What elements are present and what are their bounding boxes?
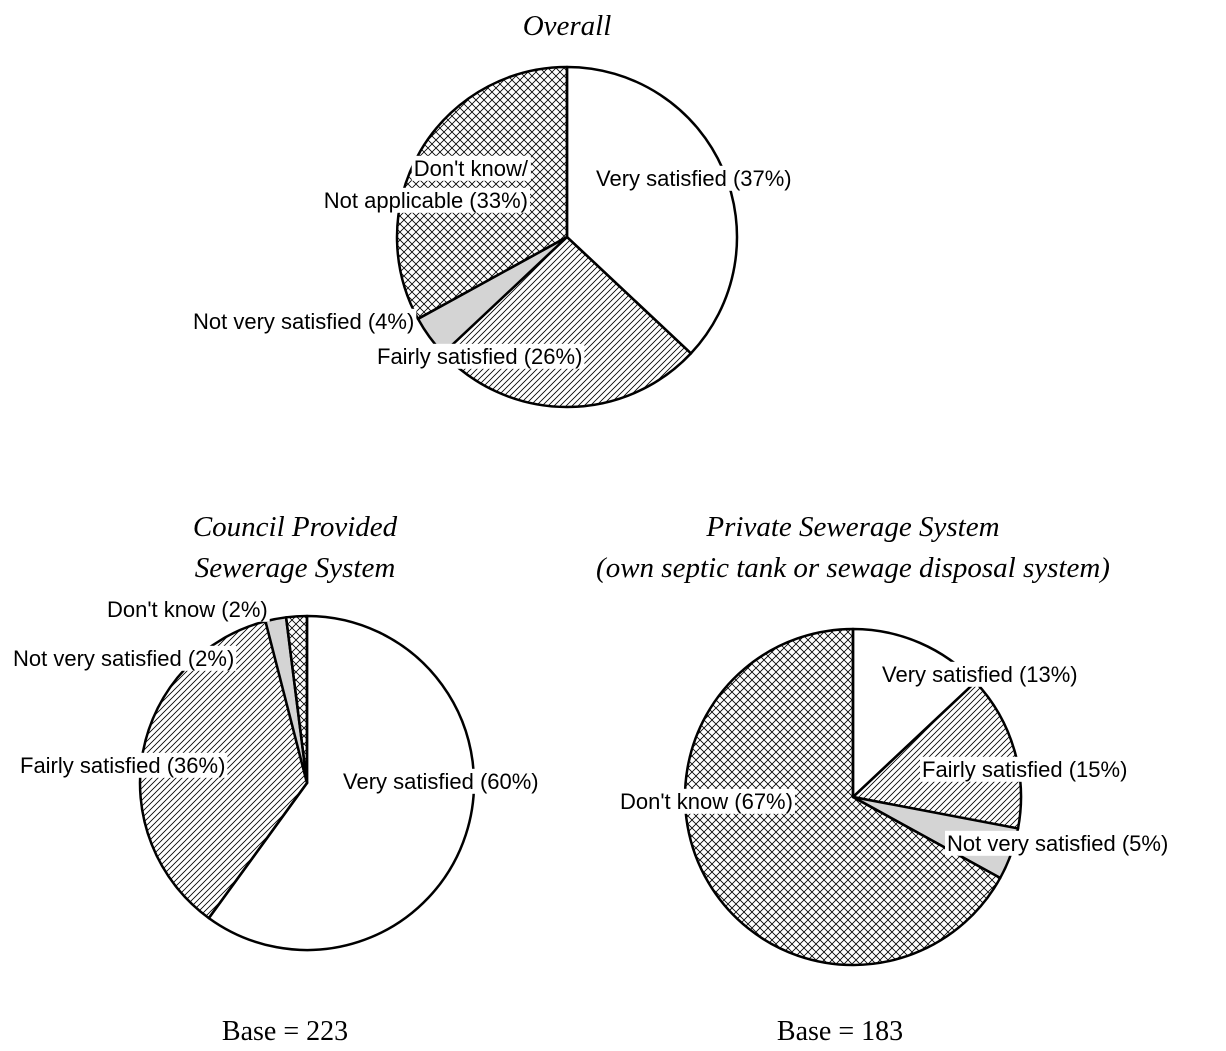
slice-label: Not very satisfied (5%) [947,831,1168,856]
slice-label: Very satisfied (37%) [596,166,792,191]
slice-label: Fairly satisfied (15%) [922,757,1127,782]
label-background [880,661,1080,687]
base-note: Base = 223 [222,1016,348,1047]
label-background [945,830,1171,856]
slice-label: Fairly satisfied (36%) [20,753,225,778]
slice-label-group: Fairly satisfied (36%) [18,752,228,778]
label-background [321,187,530,213]
label-background [341,768,541,794]
slice-label: Not very satisfied (4%) [193,309,414,334]
chart-title: (own septic tank or sewage disposal syst… [596,552,1110,584]
slice-label-group: Very satisfied (13%) [880,661,1080,687]
slice-label: Not very satisfied (2%) [13,646,234,671]
chart-title: Overall [523,10,612,42]
slice-label-group: Don't know (67%) [618,788,795,814]
label-background [105,596,270,622]
label-background [18,752,228,778]
chart-title: Sewerage System [195,552,396,584]
pie-slice [851,680,1023,830]
slice-label: Not applicable (33%) [324,188,528,213]
pie-slice [284,614,309,785]
slice-label-group: Don't know (2%) [105,596,270,622]
label-background [11,645,237,671]
label-background [411,155,531,181]
slice-label-group: Fairly satisfied (15%) [920,756,1130,782]
label-background [594,165,794,191]
slice-label-group: Not very satisfied (5%) [945,830,1171,856]
slice-label-group: Fairly satisfied (26%) [375,343,585,369]
slice-label-group: Not very satisfied (4%) [191,308,417,334]
slice-label-group: Very satisfied (60%) [341,768,541,794]
slice-label-group: Don't know/ [411,155,531,181]
slice-label: Don't know (67%) [620,789,793,814]
slice-label: Fairly satisfied (26%) [377,344,582,369]
slice-label: Very satisfied (13%) [882,662,1078,687]
pie-slice [683,627,1002,967]
slice-label: Very satisfied (60%) [343,769,539,794]
slice-label-group: Not very satisfied (2%) [11,645,237,671]
chart-title: Private Sewerage System [705,511,999,543]
slice-label-group: Very satisfied (37%) [594,165,794,191]
slice-label: Don't know/ [414,156,529,181]
label-background [375,343,585,369]
label-background [618,788,795,814]
chart-title: Council Provided [193,511,398,543]
slice-label: Don't know (2%) [107,597,268,622]
label-background [191,308,417,334]
label-background [920,756,1130,782]
base-note: Base = 183 [777,1016,903,1047]
slice-label-group: Not applicable (33%) [321,187,530,213]
